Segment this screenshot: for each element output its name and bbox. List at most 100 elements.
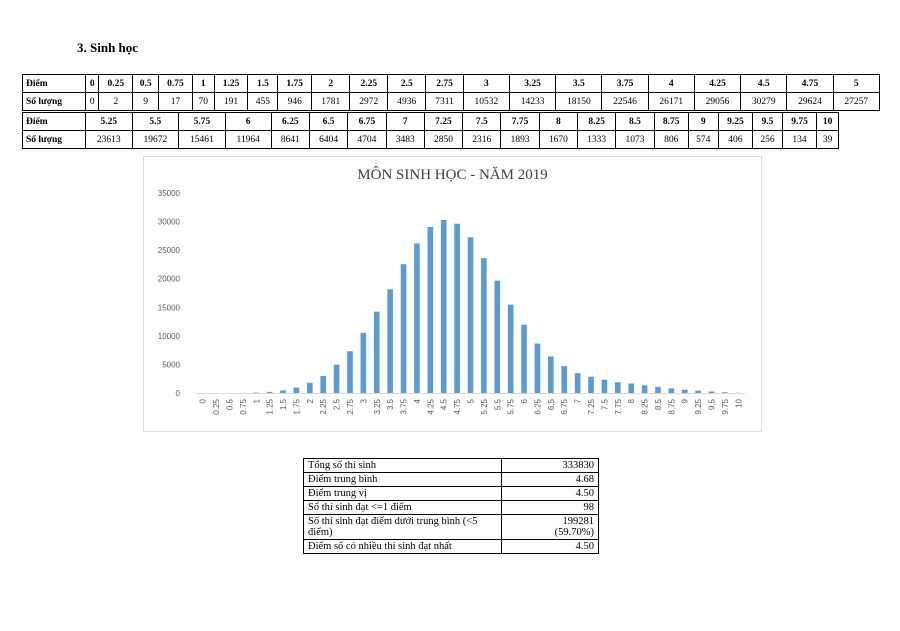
score-row: Điểm 0 0.25 0.5 0.75 1 1.25 1.5 1.75 2 2.25 2.5 2.75… (22, 74, 881, 93)
count-cell: 134 (781, 130, 818, 149)
bar (400, 264, 407, 393)
score-cell: 3.5 (555, 74, 603, 93)
x-tick-label: 5.75 (507, 398, 516, 414)
count-cell: 27257 (832, 92, 881, 111)
y-tick-label: 30000 (158, 218, 181, 227)
x-tick-label: 3.25 (373, 398, 382, 414)
score-cell: 7.25 (423, 112, 464, 131)
count-cell: 2850 (423, 130, 464, 149)
score-cell: 8 (538, 112, 579, 131)
bar (414, 243, 420, 393)
stats-value-percent: (59.70%) (554, 527, 594, 538)
score-cell: 0 (84, 74, 100, 93)
score-cell: 9.5 (751, 112, 783, 131)
score-cell: 8.75 (653, 112, 689, 131)
stats-label: Điểm số có nhiều thí sinh đạt nhất (303, 539, 502, 554)
x-tick-label: 6 (520, 398, 529, 403)
bar (427, 226, 434, 393)
bar (467, 237, 474, 393)
count-cell: 17 (158, 92, 193, 111)
bar (333, 364, 340, 393)
score-cell: 0.75 (158, 74, 193, 93)
score-cell: 4.5 (740, 74, 788, 93)
bar (481, 258, 487, 393)
count-cell: 406 (717, 130, 753, 149)
count-cell: 0 (84, 92, 100, 111)
score-cell: 1.5 (247, 74, 279, 93)
x-tick-label: 4.5 (440, 398, 449, 410)
count-cell: 10532 (462, 92, 510, 111)
bar (695, 390, 701, 393)
score-cell: 8.5 (615, 112, 655, 131)
y-tick-label: 15000 (158, 303, 181, 312)
score-cell: 2.25 (349, 74, 389, 93)
count-cell: 39 (816, 130, 839, 149)
count-row: Số lượng 23613 19672 15461 11964 8641 6404 4704… (22, 130, 839, 149)
bar (521, 324, 527, 393)
x-tick-label: 0.5 (225, 398, 234, 410)
score-cell: 6 (224, 112, 272, 131)
count-cell: 4936 (387, 92, 427, 111)
stats-row: Số thí sinh đạt điểm dưới trung bình (<5… (303, 514, 599, 540)
score-cell: 3.75 (601, 74, 649, 93)
x-tick-label: 10 (734, 398, 743, 407)
x-tick-label: 7.75 (614, 398, 623, 414)
count-cell: 14233 (508, 92, 557, 111)
stats-label: Điểm trung bình (303, 472, 502, 487)
bar (280, 390, 286, 393)
score-cell: 6.75 (347, 112, 387, 131)
count-cell: 1893 (500, 130, 540, 149)
row-label: Số lượng (22, 92, 86, 111)
score-cell: 4.25 (693, 74, 742, 93)
count-cell: 29624 (786, 92, 834, 111)
row-label: Điểm (22, 74, 86, 93)
stats-label: Tổng số thí sinh (303, 458, 502, 473)
x-tick-label: 0.75 (239, 398, 248, 414)
x-tick-label: 2.5 (333, 398, 342, 410)
y-tick-label: 5000 (162, 360, 180, 369)
score-cell: 1.25 (213, 74, 249, 93)
row-label: Điểm (22, 112, 86, 131)
y-tick-label: 35000 (158, 189, 181, 198)
count-cell: 15461 (178, 130, 226, 149)
x-tick-label: 8 (627, 398, 636, 403)
bar (641, 385, 648, 393)
score-cell: 7 (385, 112, 425, 131)
chart-svg: MÔN SINH HỌC - NĂM 201905000100001500020… (158, 166, 745, 415)
count-cell: 6404 (308, 130, 349, 149)
x-tick-label: 2.75 (346, 398, 355, 414)
x-tick-label: 9 (681, 398, 690, 403)
x-tick-label: 0.25 (212, 398, 221, 414)
count-cell: 29056 (693, 92, 742, 111)
x-tick-label: 5.5 (493, 398, 502, 410)
count-cell: 2 (98, 92, 134, 111)
y-tick-label: 10000 (158, 332, 181, 341)
x-tick-label: 9.25 (694, 398, 703, 414)
bar (494, 280, 501, 393)
x-tick-label: 7.5 (600, 398, 609, 410)
bar (373, 311, 380, 393)
score-cell: 4 (647, 74, 695, 93)
score-cell: 7.5 (462, 112, 502, 131)
x-tick-label: 7 (574, 398, 583, 403)
count-cell: 9 (132, 92, 160, 111)
count-cell: 8641 (270, 130, 310, 149)
stats-row: Số thí sinh đạt <=1 điểm 98 (303, 500, 599, 515)
score-cell: 1 (191, 74, 215, 93)
bar (320, 376, 327, 393)
x-tick-label: 4.25 (426, 398, 435, 414)
x-tick-label: 5.25 (480, 398, 489, 414)
score-cell: 5.5 (131, 112, 180, 131)
summary-stats-table: Tổng số thí sinh 333830 Điểm trung bình 4.6… (303, 458, 599, 554)
bar (534, 343, 541, 393)
count-row: Số lượng 0 2 9 17 70 191 455 946 1781 2972 4936 7311… (22, 92, 881, 111)
bar (681, 389, 688, 393)
stats-value-text: 4.68 (575, 474, 594, 485)
count-cell: 1073 (615, 130, 655, 149)
bar (655, 386, 661, 393)
x-tick-label: 3.5 (386, 398, 395, 410)
stats-value-text: 199281 (562, 516, 595, 527)
x-tick-label: 5 (467, 398, 476, 403)
x-tick-label: 6.75 (560, 398, 569, 414)
score-cell: 4.75 (786, 74, 834, 93)
